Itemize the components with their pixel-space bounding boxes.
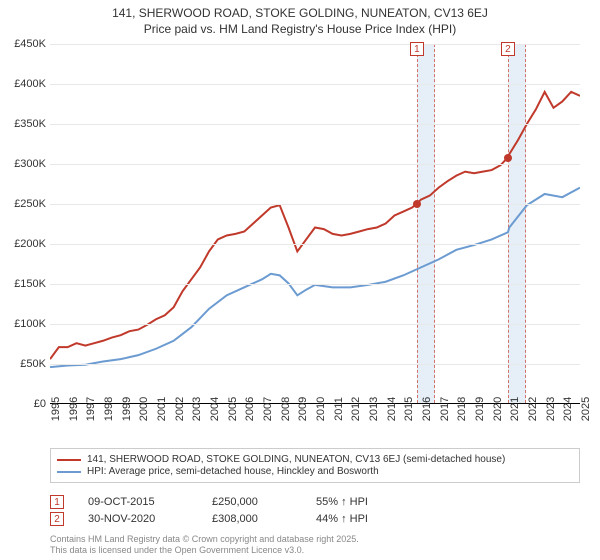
title-address: 141, SHERWOOD ROAD, STOKE GOLDING, NUNEA…	[0, 6, 600, 20]
x-tick-label: 2023	[545, 397, 557, 421]
info-row: 1 09-OCT-2015 £250,000 55% ↑ HPI	[50, 495, 580, 509]
x-tick-label: 2015	[403, 397, 415, 421]
x-tick-label: 1998	[103, 397, 115, 421]
x-tick-label: 2004	[209, 397, 221, 421]
y-tick-label: £100K	[14, 318, 46, 330]
y-tick-label: £250K	[14, 198, 46, 210]
info-hpi: 55% ↑ HPI	[316, 496, 368, 508]
y-tick-label: £350K	[14, 118, 46, 130]
footer-attribution: Contains HM Land Registry data © Crown c…	[50, 534, 359, 556]
x-tick-label: 2019	[474, 397, 486, 421]
x-tick-label: 2024	[562, 397, 574, 421]
info-date: 09-OCT-2015	[88, 496, 188, 508]
y-tick-label: £150K	[14, 278, 46, 290]
footer-line: This data is licensed under the Open Gov…	[50, 545, 359, 556]
gridline	[50, 124, 580, 125]
x-tick-label: 2005	[227, 397, 239, 421]
gridline	[50, 84, 580, 85]
x-tick-label: 2002	[174, 397, 186, 421]
legend-label: 141, SHERWOOD ROAD, STOKE GOLDING, NUNEA…	[87, 454, 505, 465]
info-date: 30-NOV-2020	[88, 513, 188, 525]
data-point	[504, 154, 512, 162]
x-tick-label: 2014	[386, 397, 398, 421]
y-tick-label: £0	[34, 398, 46, 410]
x-tick-label: 2012	[350, 397, 362, 421]
y-tick-label: £450K	[14, 38, 46, 50]
info-price: £250,000	[212, 496, 292, 508]
series-line	[50, 92, 580, 359]
marker-index-icon: 1	[410, 42, 424, 56]
x-tick-label: 2020	[492, 397, 504, 421]
x-tick-label: 2018	[456, 397, 468, 421]
gridline	[50, 204, 580, 205]
chart-lines	[50, 44, 580, 403]
legend-box: 141, SHERWOOD ROAD, STOKE GOLDING, NUNEA…	[50, 448, 580, 483]
marker-index-icon: 1	[50, 495, 64, 509]
x-tick-label: 2000	[138, 397, 150, 421]
y-tick-label: £50K	[20, 358, 46, 370]
y-tick-label: £300K	[14, 158, 46, 170]
data-point	[413, 200, 421, 208]
line-chart: £0£50K£100K£150K£200K£250K£300K£350K£400…	[50, 44, 580, 404]
gridline	[50, 284, 580, 285]
x-tick-label: 2006	[244, 397, 256, 421]
x-tick-label: 2001	[156, 397, 168, 421]
x-tick-label: 2008	[280, 397, 292, 421]
x-tick-label: 2007	[262, 397, 274, 421]
x-tick-label: 2013	[368, 397, 380, 421]
x-tick-label: 2016	[421, 397, 433, 421]
info-row: 2 30-NOV-2020 £308,000 44% ↑ HPI	[50, 512, 580, 526]
x-tick-label: 2022	[527, 397, 539, 421]
info-price: £308,000	[212, 513, 292, 525]
info-hpi: 44% ↑ HPI	[316, 513, 368, 525]
x-tick-label: 2025	[580, 397, 592, 421]
title-subtitle: Price paid vs. HM Land Registry's House …	[0, 22, 600, 36]
x-tick-label: 2021	[509, 397, 521, 421]
gridline	[50, 244, 580, 245]
gridline	[50, 364, 580, 365]
x-tick-label: 1995	[50, 397, 62, 421]
x-tick-label: 2009	[297, 397, 309, 421]
y-tick-label: £400K	[14, 78, 46, 90]
x-tick-label: 2011	[333, 397, 345, 421]
gridline	[50, 324, 580, 325]
x-tick-label: 1996	[68, 397, 80, 421]
footer-line: Contains HM Land Registry data © Crown c…	[50, 534, 359, 545]
legend-swatch-red	[57, 459, 81, 461]
legend-label: HPI: Average price, semi-detached house,…	[87, 466, 379, 477]
x-tick-label: 2003	[191, 397, 203, 421]
x-tick-label: 1999	[121, 397, 133, 421]
legend-item: HPI: Average price, semi-detached house,…	[57, 466, 573, 477]
y-tick-label: £200K	[14, 238, 46, 250]
series-line	[50, 188, 580, 368]
legend-item: 141, SHERWOOD ROAD, STOKE GOLDING, NUNEA…	[57, 454, 573, 465]
x-tick-label: 2010	[315, 397, 327, 421]
x-tick-label: 2017	[439, 397, 451, 421]
x-tick-label: 1997	[85, 397, 97, 421]
legend-swatch-blue	[57, 471, 81, 473]
info-table: 1 09-OCT-2015 £250,000 55% ↑ HPI 2 30-NO…	[50, 492, 580, 529]
marker-index-icon: 2	[50, 512, 64, 526]
gridline	[50, 164, 580, 165]
marker-index-icon: 2	[501, 42, 515, 56]
